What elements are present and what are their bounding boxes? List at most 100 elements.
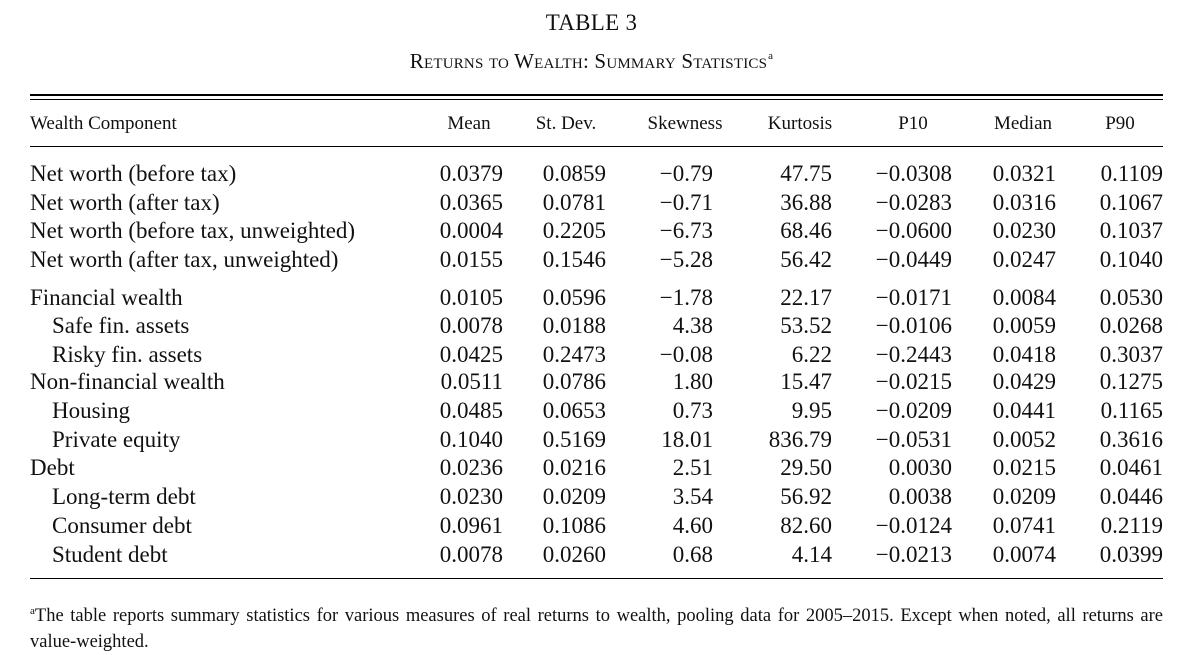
cell-skewness: −5.28 [659,247,713,272]
cell-median: 0.0084 [992,285,1056,310]
cell-mean: 0.0425 [439,342,503,367]
cell-p10: −0.0449 [875,247,952,272]
row-label: Financial wealth [30,285,183,310]
table-title: TABLE 3 [545,10,638,35]
table-row: Consumer debt 0.0961 0.1086 4.60 82.60 −0.012… [0,513,1183,541]
subtitle-footnote-marker: a [768,50,774,62]
cell-p90: 0.1109 [1100,161,1163,186]
cell-st-dev: 0.0188 [542,313,606,338]
cell-p10: −0.2443 [875,342,952,367]
cell-skewness: −0.08 [659,342,713,367]
table-row: Housing 0.0485 0.0653 0.73 9.95 −0.0209 0.0441… [0,398,1183,426]
cell-p90: 0.0461 [1099,455,1163,480]
table-footnote: aThe table reports summary statistics fo… [30,598,1163,655]
cell-p10: −0.0171 [875,285,952,310]
cell-st-dev: 0.5169 [542,427,606,452]
cell-st-dev: 0.1086 [542,513,606,538]
row-label: Long-term debt [52,484,196,509]
cell-skewness: −1.78 [659,285,713,310]
table-row: Net worth (before tax) 0.0379 0.0859 −0.79 4… [0,161,1183,189]
cell-mean: 0.0004 [439,218,503,243]
cell-skewness: 3.54 [672,484,713,509]
cell-p10: −0.0531 [875,427,952,452]
table-row: Non-financial wealth 0.0511 0.0786 1.80 15.4… [0,369,1183,397]
cell-st-dev: 0.0786 [542,369,606,394]
row-label: Non-financial wealth [30,369,225,394]
cell-st-dev: 0.0260 [542,542,606,567]
cell-p10: 0.0030 [888,455,952,480]
cell-p10: −0.0215 [875,369,952,394]
cell-skewness: 0.68 [672,542,713,567]
cell-median: 0.0418 [992,342,1056,367]
cell-mean: 0.0078 [439,313,503,338]
cell-st-dev: 0.0653 [542,398,606,423]
row-label: Net worth (before tax) [30,161,237,186]
row-label: Private equity [52,427,181,452]
row-label: Consumer debt [52,513,192,538]
cell-p90: 0.1275 [1099,369,1163,394]
row-label: Debt [30,455,75,480]
cell-p90: 0.1165 [1100,398,1163,423]
cell-st-dev: 0.0216 [542,455,606,480]
cell-p90: 0.0446 [1099,484,1163,509]
cell-p10: −0.0600 [875,218,952,243]
cell-p90: 0.3037 [1099,342,1163,367]
cell-skewness: 2.51 [672,455,713,480]
cell-p90: 0.2119 [1100,513,1163,538]
cell-p10: 0.0038 [888,484,952,509]
cell-kurtosis: 29.50 [780,455,832,480]
cell-skewness: 4.60 [672,513,713,538]
cell-p10: −0.0213 [875,542,952,567]
cell-skewness: 4.38 [672,313,713,338]
table-row: Risky fin. assets 0.0425 0.2473 −0.08 6.22 −0… [0,342,1183,370]
cell-kurtosis: 22.17 [780,285,832,310]
row-label: Risky fin. assets [52,342,203,367]
table-row: Private equity 0.1040 0.5169 18.01 836.79 −0.… [0,427,1183,455]
cell-skewness: −0.79 [659,161,713,186]
cell-mean: 0.0078 [439,542,503,567]
cell-p90: 0.1040 [1099,247,1163,272]
cell-skewness: −6.73 [659,218,713,243]
cell-median: 0.0230 [992,218,1056,243]
cell-kurtosis: 56.92 [780,484,832,509]
header-rule [30,146,1163,147]
cell-mean: 0.0485 [439,398,503,423]
cell-kurtosis: 53.52 [780,313,832,338]
cell-kurtosis: 68.46 [780,218,832,243]
cell-p90: 0.1037 [1099,218,1163,243]
cell-median: 0.0209 [992,484,1056,509]
table-row: Net worth (before tax, unweighted) 0.0004… [0,218,1183,246]
column-header-median: Median [993,113,1053,134]
cell-st-dev: 0.0209 [542,484,606,509]
table-row: Net worth (after tax) 0.0365 0.0781 −0.71 36… [0,190,1183,218]
cell-kurtosis: 56.42 [780,247,832,272]
table-row: Safe fin. assets 0.0078 0.0188 4.38 53.52 −0.… [0,313,1183,341]
table-row: Net worth (after tax, unweighted) 0.0155 0… [0,247,1183,275]
cell-st-dev: 0.2205 [542,218,606,243]
cell-mean: 0.0961 [439,513,503,538]
table-row: Debt 0.0236 0.0216 2.51 29.50 0.0030 0.0215 0.0… [0,455,1183,483]
cell-p90: 0.0268 [1099,313,1163,338]
cell-kurtosis: 9.95 [791,398,832,423]
bottom-rule [30,578,1163,579]
cell-p10: −0.0106 [875,313,952,338]
cell-kurtosis: 4.14 [791,542,832,567]
column-header-p10: P10 [898,113,928,134]
cell-st-dev: 0.0859 [542,161,606,186]
table-subtitle-text: Returns to Wealth: Summary Statistics [409,49,768,73]
cell-st-dev: 0.1546 [542,247,606,272]
cell-mean: 0.0105 [439,285,503,310]
cell-median: 0.0441 [992,398,1056,423]
top-rule-thin [30,99,1163,100]
cell-median: 0.0059 [992,313,1056,338]
footnote-text: The table reports summary statistics for… [30,606,1163,652]
column-header-mean: Mean [447,113,491,134]
table-subtitle: Returns to Wealth: Summary Statisticsa [0,49,1183,74]
row-label: Net worth (before tax, unweighted) [30,218,356,243]
column-header-wealth-component: Wealth Component [30,113,177,134]
row-label: Student debt [52,542,168,567]
cell-median: 0.0321 [992,161,1056,186]
cell-skewness: 0.73 [672,398,713,423]
table-row: Student debt 0.0078 0.0260 0.68 4.14 −0.0213 0… [0,542,1183,570]
cell-kurtosis: 15.47 [780,369,832,394]
